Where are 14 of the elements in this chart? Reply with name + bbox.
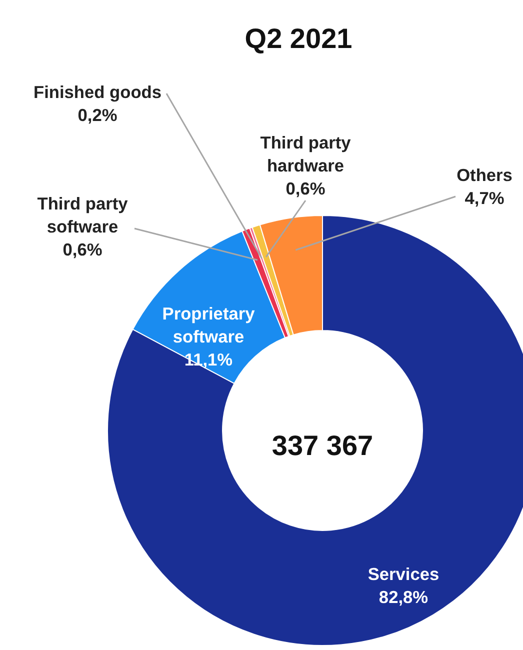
data-label: 0,2%: [78, 105, 118, 125]
slice-label: Finished goods: [33, 82, 162, 102]
data-label: 4,7%: [464, 188, 504, 208]
data-label: 82,8%: [378, 587, 428, 607]
data-label: 0,6%: [286, 178, 326, 198]
slice-label: Third party hardware: [260, 132, 352, 176]
chart-title: Q2 2021: [244, 23, 352, 54]
slice-label: Services: [368, 564, 440, 584]
slice-label: Others: [456, 165, 512, 185]
slice-label: Proprietary software: [162, 304, 256, 346]
slice-label: Third party software: [37, 194, 128, 236]
data-label: 11,1%: [184, 350, 233, 370]
data-label: 0,6%: [62, 240, 102, 260]
text: 337 367: [272, 430, 374, 461]
